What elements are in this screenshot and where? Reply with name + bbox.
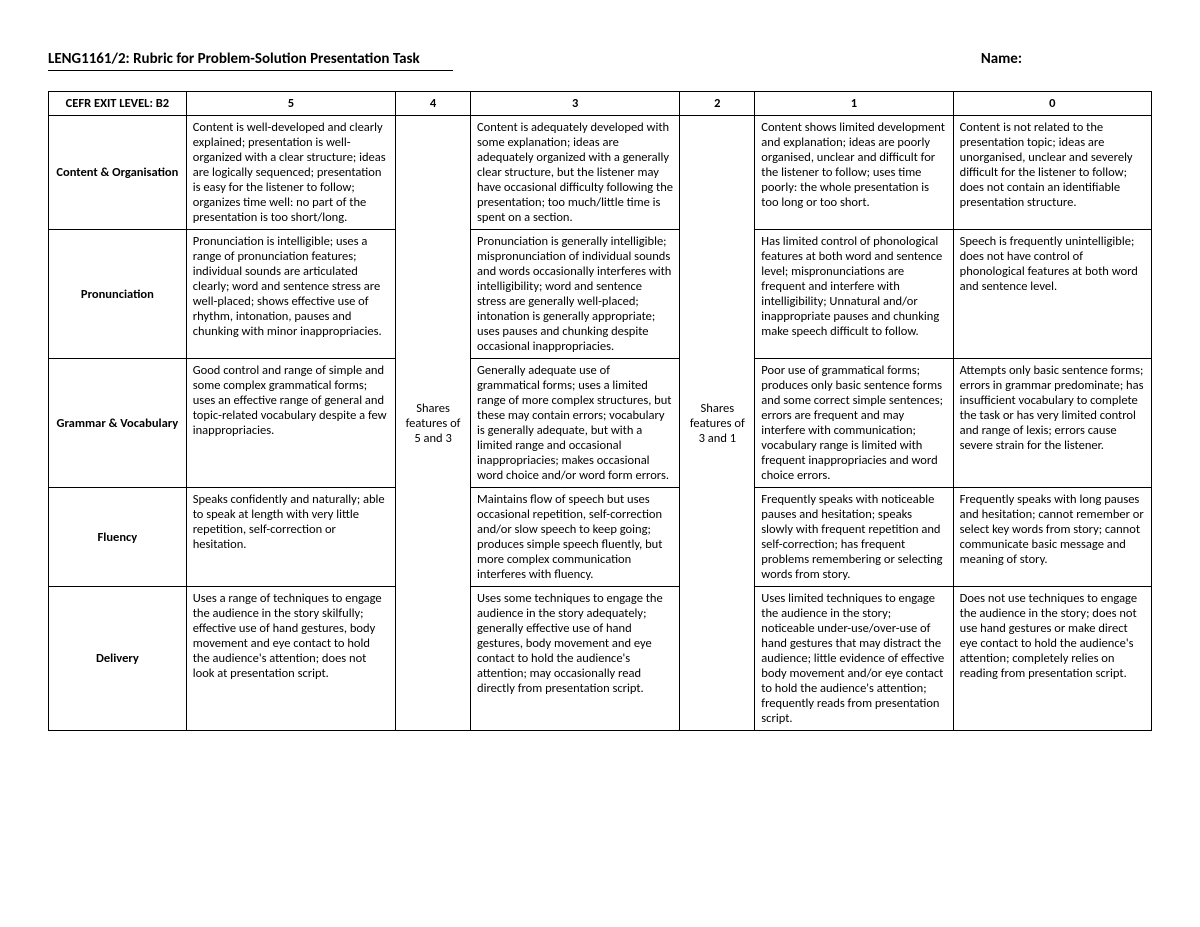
cell: Speaks confidently and naturally; able t… bbox=[186, 488, 395, 587]
cell: Content is adequately developed with som… bbox=[471, 116, 680, 230]
col-3: 3 bbox=[471, 92, 680, 116]
cell: Uses limited techniques to engage the au… bbox=[755, 587, 953, 731]
col-2: 2 bbox=[680, 92, 755, 116]
cell: Frequently speaks with noticeable pauses… bbox=[755, 488, 953, 587]
cell: Speech is frequently unintelligible; doe… bbox=[953, 230, 1151, 359]
head-label: CEFR EXIT LEVEL: B2 bbox=[49, 92, 187, 116]
cell: Good control and range of simple and som… bbox=[186, 359, 395, 488]
table-row: Grammar & Vocabulary Good control and ra… bbox=[49, 359, 1152, 488]
cell: Frequently speaks with long pauses and h… bbox=[953, 488, 1151, 587]
cell: Poor use of grammatical forms; produces … bbox=[755, 359, 953, 488]
cell: Does not use techniques to engage the au… bbox=[953, 587, 1151, 731]
cell: Uses a range of techniques to engage the… bbox=[186, 587, 395, 731]
row-label-pronunciation: Pronunciation bbox=[49, 230, 187, 359]
row-label-delivery: Delivery bbox=[49, 587, 187, 731]
table-header-row: CEFR EXIT LEVEL: B2 5 4 3 2 1 0 bbox=[49, 92, 1152, 116]
cell: Uses some techniques to engage the audie… bbox=[471, 587, 680, 731]
row-label-grammar: Grammar & Vocabulary bbox=[49, 359, 187, 488]
cell: Generally adequate use of grammatical fo… bbox=[471, 359, 680, 488]
table-row: Fluency Speaks confidently and naturally… bbox=[49, 488, 1152, 587]
shares-2-cell: Shares features of 3 and 1 bbox=[680, 116, 755, 731]
col-4: 4 bbox=[396, 92, 471, 116]
shares-4-cell: Shares features of 5 and 3 bbox=[396, 116, 471, 731]
table-row: Delivery Uses a range of techniques to e… bbox=[49, 587, 1152, 731]
cell: Maintains flow of speech but uses occasi… bbox=[471, 488, 680, 587]
cell: Pronunciation is intelligible; uses a ra… bbox=[186, 230, 395, 359]
name-label: Name: bbox=[981, 50, 1152, 68]
col-1: 1 bbox=[755, 92, 953, 116]
table-row: Pronunciation Pronunciation is intelligi… bbox=[49, 230, 1152, 359]
row-label-fluency: Fluency bbox=[49, 488, 187, 587]
rubric-table: CEFR EXIT LEVEL: B2 5 4 3 2 1 0 Content … bbox=[48, 91, 1152, 731]
table-row: Content & Organisation Content is well-d… bbox=[49, 116, 1152, 230]
page-header: LENG1161/2: Rubric for Problem-Solution … bbox=[48, 50, 1152, 68]
cell: Content is well-developed and clearly ex… bbox=[186, 116, 395, 230]
row-label-content: Content & Organisation bbox=[49, 116, 187, 230]
cell: Content shows limited development and ex… bbox=[755, 116, 953, 230]
doc-title: LENG1161/2: Rubric for Problem-Solution … bbox=[48, 50, 420, 68]
cell: Attempts only basic sentence forms; erro… bbox=[953, 359, 1151, 488]
cell: Pronunciation is generally intelligible;… bbox=[471, 230, 680, 359]
col-0: 0 bbox=[953, 92, 1151, 116]
cell: Content is not related to the presentati… bbox=[953, 116, 1151, 230]
title-underline bbox=[48, 70, 453, 71]
col-5: 5 bbox=[186, 92, 395, 116]
cell: Has limited control of phonological feat… bbox=[755, 230, 953, 359]
